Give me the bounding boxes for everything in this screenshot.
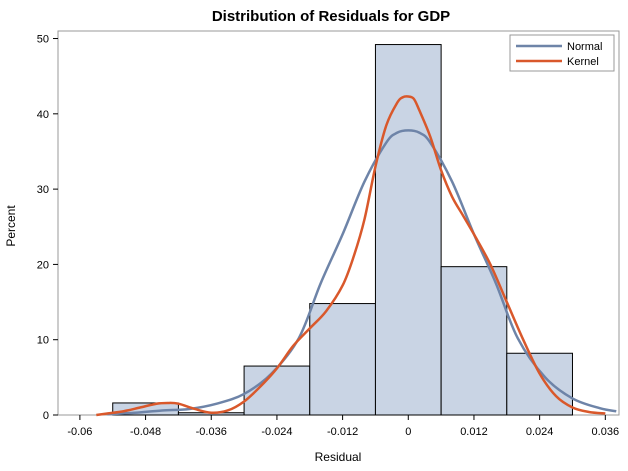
chart-title: Distribution of Residuals for GDP	[212, 8, 450, 25]
x-tick-label: -0.06	[67, 426, 92, 438]
legend-label-normal: Normal	[567, 41, 602, 53]
x-tick-label: 0.012	[460, 426, 488, 438]
histogram-bar	[243, 365, 311, 416]
legend: Normal Kernel	[509, 34, 615, 72]
x-tick-label: 0	[405, 426, 411, 438]
y-tick-label: 0	[43, 410, 49, 422]
legend-label-kernel: Kernel	[567, 56, 599, 68]
x-tick-label: -0.012	[327, 426, 358, 438]
y-tick-label: 30	[37, 184, 49, 196]
x-tick-label: 0.036	[592, 426, 620, 438]
y-tick-label: 20	[37, 259, 49, 271]
x-tick-label: -0.036	[196, 426, 227, 438]
histogram-bar	[440, 266, 508, 416]
curve-normal	[107, 129, 617, 416]
y-tick-label: 10	[37, 335, 49, 347]
density-curves	[96, 95, 617, 417]
histogram-bars	[112, 44, 573, 416]
legend-box	[509, 34, 615, 72]
histogram-bar	[374, 44, 442, 416]
x-axis-label: Residual	[315, 450, 362, 464]
x-axis: -0.06 -0.048 -0.036 -0.024 -0.012 0 0.012 0.024…	[67, 415, 619, 438]
x-tick-label: 0.024	[526, 426, 554, 438]
y-tick-label: 40	[37, 109, 49, 121]
y-axis: 0 10 20 30 40 50	[37, 34, 58, 422]
x-tick-label: -0.048	[130, 426, 161, 438]
y-axis-label: Percent	[4, 205, 18, 247]
y-tick-label: 50	[37, 34, 49, 46]
histogram-bar	[506, 352, 573, 416]
x-tick-label: -0.024	[261, 426, 292, 438]
curve-kernel	[96, 95, 606, 417]
